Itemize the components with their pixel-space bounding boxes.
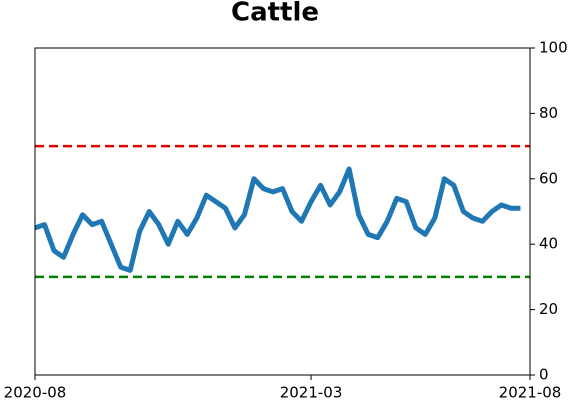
x-tick-label: 2020-08: [4, 384, 67, 402]
y-tick-label: 60: [539, 169, 558, 187]
y-tick-label: 100: [539, 39, 568, 57]
data-line: [34, 166, 521, 273]
y-tick-label: 0: [539, 366, 549, 384]
x-tick-label: 2021-08: [499, 384, 562, 402]
x-tick-label: 2021-03: [280, 384, 343, 402]
y-tick-label: 40: [539, 235, 558, 253]
y-tick-label: 20: [539, 300, 558, 318]
chart-title: Cattle: [231, 0, 319, 28]
y-tick-label: 80: [539, 104, 558, 122]
plot-frame: [34, 47, 531, 376]
